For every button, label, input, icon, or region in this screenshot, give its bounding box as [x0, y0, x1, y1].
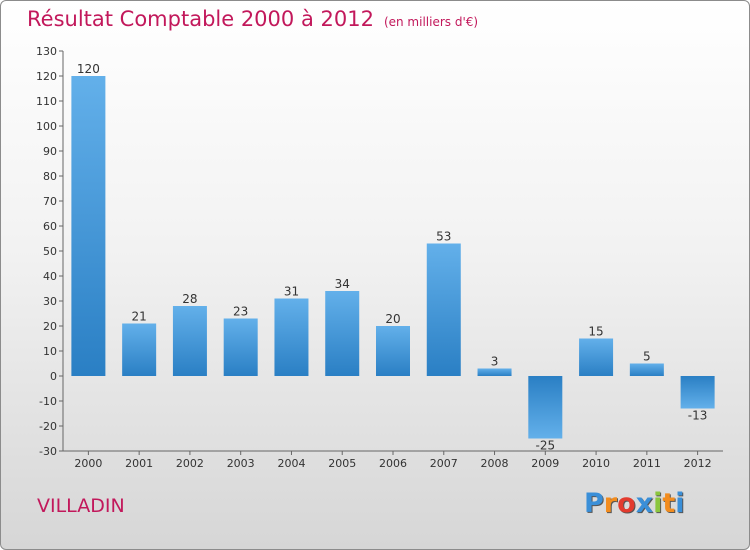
y-tick-label: 30 [43, 295, 57, 308]
bars-group [71, 76, 715, 439]
logo-letter: x [635, 488, 654, 519]
y-tick-label: 60 [43, 220, 57, 233]
x-tick-label: 2010 [582, 457, 610, 470]
y-tick-label: 90 [43, 145, 57, 158]
y-tick-label: 10 [43, 345, 57, 358]
y-tick-label: 50 [43, 245, 57, 258]
bar-2011 [629, 363, 664, 376]
x-tick-label: 2012 [684, 457, 712, 470]
logo-letter: r [603, 488, 618, 519]
data-label: 21 [132, 310, 147, 324]
bar-2002 [172, 306, 207, 376]
logo-letter: o [617, 488, 636, 519]
data-label: 20 [385, 312, 400, 326]
data-label: 31 [284, 285, 299, 299]
x-tick-label: 2009 [531, 457, 559, 470]
y-tick-label: 120 [36, 70, 57, 83]
bar-2003 [223, 318, 258, 376]
x-tick-label: 2004 [277, 457, 305, 470]
y-tick-label: 80 [43, 170, 57, 183]
chart-title-block: Résultat Comptable 2000 à 2012 (en millie… [27, 7, 478, 31]
y-tick-label: 100 [36, 120, 57, 133]
bar-2012 [680, 376, 715, 409]
y-tick-label: 0 [50, 370, 57, 383]
y-tick-label: 110 [36, 95, 57, 108]
y-tick-label: 20 [43, 320, 57, 333]
y-tick-label: -20 [39, 420, 57, 433]
chart-unit-note: (en milliers d'€) [383, 15, 479, 29]
bar-2001 [122, 323, 157, 376]
data-label: 34 [335, 277, 350, 291]
x-tick-label: 2011 [633, 457, 661, 470]
data-label: 15 [588, 325, 603, 339]
x-tick-label: 2005 [328, 457, 356, 470]
x-tick-label: 2001 [125, 457, 153, 470]
bar-2005 [325, 291, 360, 376]
bar-2007 [426, 243, 461, 376]
bar-2008 [477, 368, 512, 376]
data-label: 3 [491, 355, 499, 369]
bar-2004 [274, 298, 309, 376]
bar-2009 [528, 376, 563, 439]
logo-letter: i [653, 488, 663, 519]
axes-group: -30 -20 -10 0 10 20 30 40 50 60 70 80 90 100 110 120 130… [36, 45, 723, 470]
bar-2010 [579, 338, 614, 376]
logo-letter: i [675, 488, 685, 519]
data-label: 120 [77, 62, 100, 76]
labels-group: 120 21 28 23 31 34 20 53 3 -25 15 5 -13 [77, 62, 707, 453]
chart-title: Résultat Comptable 2000 à 2012 [27, 7, 374, 31]
y-tick-label: -30 [39, 445, 57, 458]
x-tick-label: 2000 [74, 457, 102, 470]
x-tick-label: 2002 [176, 457, 204, 470]
y-tick-label: 130 [36, 45, 57, 58]
x-tick-label: 2007 [430, 457, 458, 470]
data-label: -13 [688, 409, 708, 423]
x-tick-label: 2006 [379, 457, 407, 470]
data-label: 53 [436, 230, 451, 244]
bar-2000 [71, 76, 106, 376]
logo-letter: t [662, 488, 676, 519]
y-tick-label: 40 [43, 270, 57, 283]
data-label: 28 [182, 292, 197, 306]
commune-name: VILLADIN [37, 495, 125, 517]
proxiti-logo: Proxiti [584, 488, 685, 519]
logo-letter: P [584, 488, 604, 519]
data-label: 5 [643, 350, 651, 364]
y-tick-label: -10 [39, 395, 57, 408]
x-tick-label: 2003 [227, 457, 255, 470]
x-tick-label: 2008 [481, 457, 509, 470]
bar-2006 [376, 326, 410, 376]
data-label: -25 [536, 439, 556, 453]
y-tick-label: 70 [43, 195, 57, 208]
data-label: 23 [233, 305, 248, 319]
